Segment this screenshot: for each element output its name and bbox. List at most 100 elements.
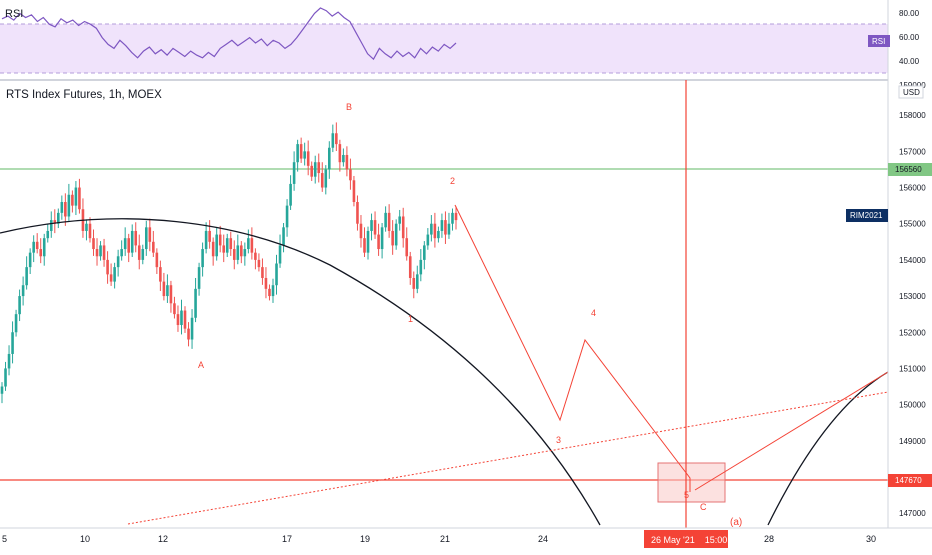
price-tick-label: 152000 [899,328,926,337]
candle-body [359,223,363,239]
candle-body [141,249,145,260]
cursor-time-label: 26 May '21 15:00 [651,535,727,545]
candle-body [60,202,64,213]
candle-body [331,133,335,148]
candle-body [127,238,130,253]
candle-body [130,230,134,253]
candle-body [408,256,412,278]
candle-body [247,238,250,250]
candle-body [218,234,222,246]
time-tick-label: 17 [282,534,292,544]
badge-156560 [888,163,932,176]
wave-label-degree: (a) [730,517,742,528]
candle-body [232,249,236,260]
candle-body [21,285,25,297]
candle-body [173,303,176,315]
candle-body [243,249,247,257]
candle-body [412,277,416,289]
wave-label-1: 1 [408,314,413,324]
candle-body [328,147,331,170]
candle-body [310,165,314,177]
candle-body [102,245,106,260]
candle-body [88,223,92,239]
candle-body [285,205,289,228]
candle-body [373,220,377,235]
candle-body [394,223,398,246]
candle-body [183,310,187,329]
candle-body [197,267,201,289]
candle-body [116,256,120,268]
currency-badge[interactable] [898,85,924,99]
candle-body [144,227,148,250]
rsi-tick-80: 80.00 [899,9,920,18]
rsi-badge [868,35,890,47]
candle-body [250,238,254,253]
price-tick-label: 151000 [899,364,926,373]
candle-body [387,212,391,231]
price-tick-label: 157000 [899,147,926,156]
candle-body [0,386,4,394]
candle-body [271,285,275,297]
candle-body [42,238,46,257]
candle-body [11,332,14,354]
candle-body [211,241,215,257]
candle-body [384,212,387,228]
wave-projection[interactable] [454,204,691,492]
candle-body [254,252,257,260]
candle-body [264,277,268,289]
candle-body [32,241,35,253]
candle-body [162,281,166,297]
candle-body [401,216,405,239]
time-axis-bg[interactable] [0,528,932,550]
candle-body [349,169,352,181]
candle-body [289,183,292,206]
target-box[interactable] [657,462,726,503]
candle-body [356,202,359,224]
candle-body [49,220,53,231]
candle-body [180,310,183,326]
candle-body [380,227,384,250]
badge-147670 [888,474,932,487]
candle-body [28,252,32,268]
candle-body [35,241,39,250]
wave-label-c: C [700,502,707,512]
arc-left[interactable] [0,218,601,526]
candle-body [317,162,321,174]
candle-body [99,245,102,257]
wave-label-b: B [346,102,352,112]
symbol-title: RTS Index Futures, 1h, MOEX [6,89,162,101]
trend-line-solid[interactable] [694,371,889,491]
candle-body [95,249,99,257]
price-tick-label: 147000 [899,509,926,518]
candle-body [313,162,317,177]
candle-body [377,234,380,250]
candle-body [299,144,303,159]
rsi-tick-40: 40.00 [899,57,920,66]
candle-body [268,288,271,297]
candle-body [187,328,190,340]
candle-body [169,285,173,304]
candle-body [208,230,211,242]
arc-right[interactable] [767,371,889,526]
candle-body [109,274,113,282]
wave-label-3: 3 [556,435,561,445]
rsi-panel: RSI [0,7,888,74]
candle-body [405,238,409,257]
candle-body [275,263,278,286]
rsi-band [0,24,888,73]
candle-body [415,274,419,289]
badge-ticker [846,209,888,222]
candle-body [303,151,306,159]
candle-body [335,133,338,145]
candle-body [366,230,370,253]
trend-line-dotted[interactable] [127,391,889,525]
candle-body [155,252,159,268]
candle-body [430,223,433,235]
time-tick-label: 21 [440,534,450,544]
candle-body [194,288,197,318]
candle-body [39,249,43,257]
wave-label-2: 2 [450,176,455,186]
candle-body [398,216,401,224]
candle-body [437,230,440,239]
